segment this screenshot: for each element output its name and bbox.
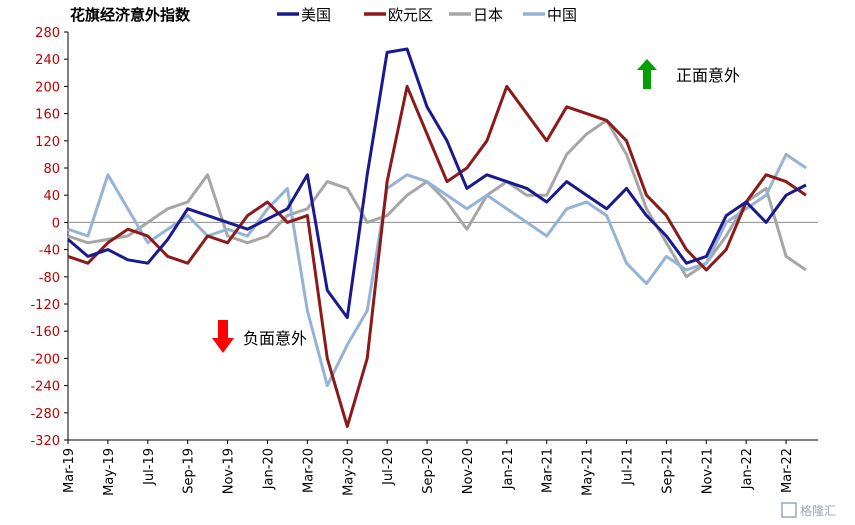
x-tick-label: Nov-21	[700, 448, 715, 494]
y-axis: 280 240 200 160 120 80 40 0 -40 -80 -120 -160 -200 -2…	[30, 26, 69, 449]
x-tick-label: May-21	[581, 448, 596, 496]
x-tick-label: Mar-19	[62, 448, 77, 493]
x-tick-label: Mar-20	[301, 448, 316, 493]
down-arrow-icon	[212, 320, 234, 353]
x-tick-label: Mar-22	[780, 448, 795, 493]
y-tick-label: -320	[30, 434, 60, 449]
plot-area	[67, 47, 807, 428]
legend-label: 中国	[547, 6, 577, 24]
y-tick-label: 80	[43, 162, 60, 177]
y-tick-label: 40	[43, 189, 60, 204]
logo-icon	[781, 502, 797, 518]
negative-surprise-label: 负面意外	[243, 329, 307, 348]
y-tick-label: -160	[30, 325, 60, 340]
series-line-2	[67, 118, 807, 279]
x-tick-label: Jul-19	[142, 448, 157, 486]
y-tick-label: 160	[35, 108, 60, 123]
y-tick-label: 280	[35, 26, 60, 41]
positive-surprise-label: 正面意外	[676, 66, 740, 85]
y-tick-label: -280	[30, 407, 60, 422]
series-line-1	[67, 84, 807, 428]
up-arrow-icon	[637, 59, 657, 89]
x-tick-label: Jul-20	[381, 448, 396, 486]
y-tick-label: 120	[35, 135, 60, 150]
y-tick-label: -120	[30, 298, 60, 313]
legend: 美国 欧元区 日本 中国	[277, 6, 577, 24]
watermark: 格隆汇	[781, 502, 836, 518]
y-tick-label: -80	[39, 271, 60, 286]
chart-title: 花旗经济意外指数	[70, 6, 191, 24]
watermark-text: 格隆汇	[800, 503, 836, 518]
x-tick-label: Nov-20	[461, 448, 476, 494]
x-tick-label: May-19	[102, 448, 117, 496]
series-line-0	[67, 47, 807, 320]
y-tick-label: 0	[52, 216, 60, 231]
y-tick-label: -200	[30, 352, 60, 367]
x-tick-label: Sep-21	[660, 448, 675, 494]
x-tick-label: Sep-19	[182, 448, 197, 494]
x-tick-label: Nov-19	[222, 448, 237, 494]
series-line-3	[67, 152, 807, 388]
x-tick-label: Jan-21	[501, 448, 516, 490]
legend-label: 美国	[301, 6, 331, 24]
y-tick-label: 240	[35, 53, 60, 68]
positive-annotation: 正面意外	[637, 59, 740, 89]
x-tick-label: Sep-20	[421, 448, 436, 494]
x-tick-label: Mar-21	[541, 448, 556, 493]
x-axis: Mar-19 May-19 Jul-19 Sep-19 Nov-19 Jan-20 Mar-…	[62, 221, 818, 496]
y-tick-label: 200	[35, 80, 60, 95]
x-tick-label: Jul-21	[621, 448, 636, 486]
negative-annotation: 负面意外	[212, 320, 307, 353]
legend-label: 欧元区	[388, 6, 433, 24]
x-tick-label: May-20	[341, 448, 356, 496]
legend-label: 日本	[473, 6, 503, 24]
x-tick-label: Jan-22	[740, 448, 755, 490]
y-tick-label: -40	[39, 244, 60, 259]
x-tick-label: Jan-20	[261, 448, 276, 490]
y-tick-label: -240	[30, 380, 60, 395]
